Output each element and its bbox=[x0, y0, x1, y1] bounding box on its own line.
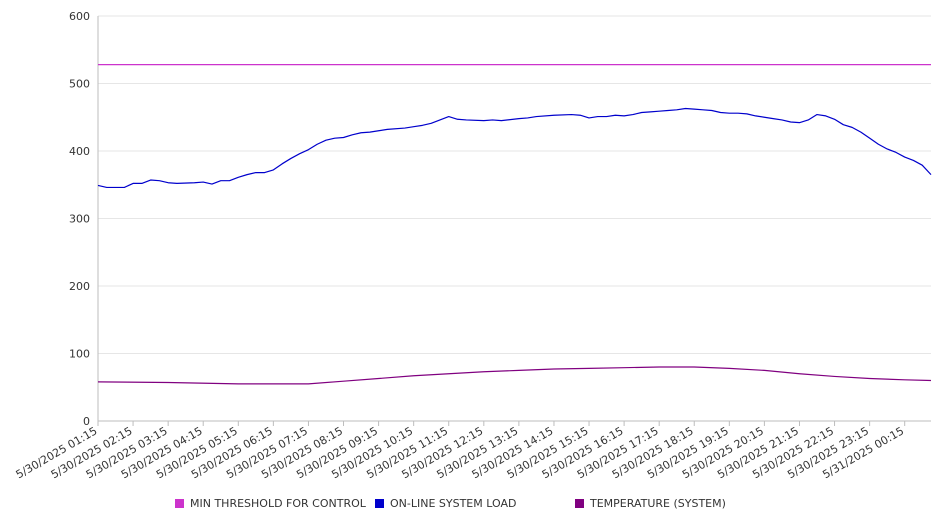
legend-item[interactable]: MIN THRESHOLD FOR CONTROL bbox=[175, 497, 366, 510]
y-tick-label: 600 bbox=[69, 10, 90, 23]
series-lines bbox=[97, 63, 932, 385]
y-tick-label: 200 bbox=[69, 280, 90, 293]
legend-label: TEMPERATURE (SYSTEM) bbox=[590, 497, 726, 510]
y-tick-labels: 0 100 200 300 400 500 600 bbox=[69, 10, 90, 428]
legend: MIN THRESHOLD FOR CONTROL ON-LINE SYSTEM … bbox=[0, 497, 946, 515]
y-tick-label: 300 bbox=[69, 213, 90, 226]
series-line-on-line-system-load bbox=[97, 107, 932, 189]
axes bbox=[97, 16, 931, 426]
gridlines bbox=[98, 15, 931, 354]
legend-swatch bbox=[175, 499, 184, 508]
y-tick-label: 0 bbox=[83, 415, 90, 428]
x-tick-labels: 5/30/2025 01:155/30/2025 02:155/30/2025 … bbox=[14, 424, 907, 481]
legend-swatch bbox=[575, 499, 584, 508]
y-tick-label: 500 bbox=[69, 78, 90, 91]
y-tick-label: 100 bbox=[69, 348, 90, 361]
y-tick-label: 400 bbox=[69, 145, 90, 158]
legend-label: ON-LINE SYSTEM LOAD bbox=[390, 497, 517, 510]
series-line-temperature-system bbox=[97, 366, 932, 385]
legend-swatch bbox=[375, 499, 384, 508]
legend-item[interactable]: ON-LINE SYSTEM LOAD bbox=[375, 497, 516, 510]
legend-item[interactable]: TEMPERATURE (SYSTEM) bbox=[575, 497, 726, 510]
legend-label: MIN THRESHOLD FOR CONTROL bbox=[190, 497, 366, 510]
